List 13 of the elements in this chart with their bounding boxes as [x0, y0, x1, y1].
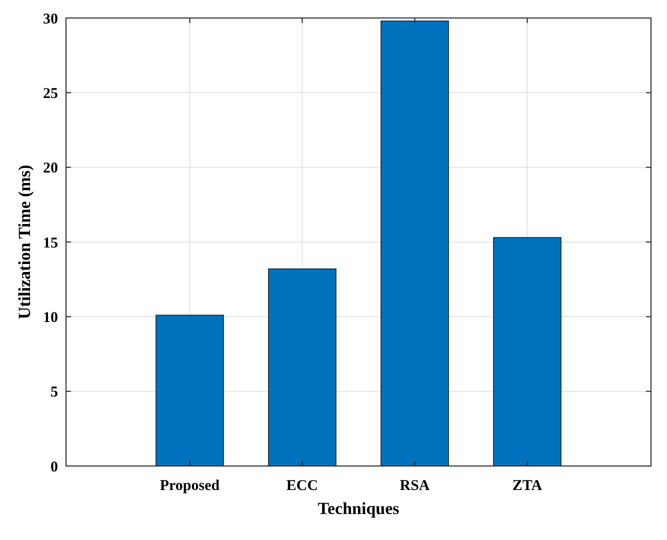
y-tick-label: 30 [43, 11, 58, 28]
x-tick-label: ZTA [512, 478, 542, 494]
y-tick-label: 15 [43, 235, 58, 252]
y-tick-label: 10 [43, 310, 58, 326]
x-tick-label: RSA [400, 478, 430, 494]
y-tick-label: 5 [50, 384, 58, 401]
y-tick-label: 20 [43, 160, 58, 177]
y-tick-label: 25 [43, 86, 58, 102]
x-axis-title: Techniques [318, 499, 400, 518]
y-axis-title: Utilization Time (ms) [14, 164, 34, 320]
y-tick-label: 0 [50, 459, 58, 476]
x-tick-label: ECC [286, 478, 318, 494]
x-tick-label: Proposed [160, 478, 220, 494]
